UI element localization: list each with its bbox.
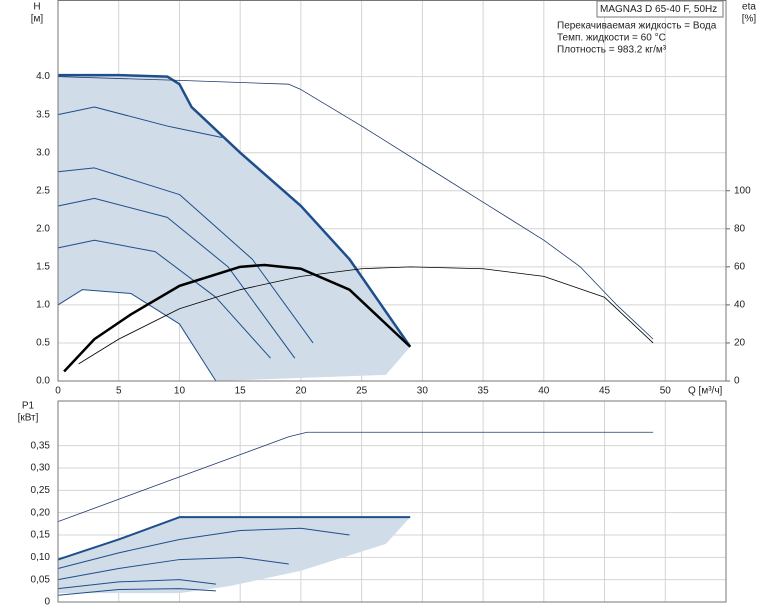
y-tick-label: 0,35 xyxy=(31,440,51,451)
y-tick-label: 0,20 xyxy=(31,507,51,518)
y-tick-label: 0.0 xyxy=(36,376,50,387)
curve xyxy=(57,588,216,596)
x-tick-label: 15 xyxy=(235,386,247,397)
operating-area xyxy=(58,75,411,381)
x-tick-label: 5 xyxy=(116,386,122,397)
y2-tick-label: 40 xyxy=(734,300,746,311)
y-tick-label: 3.5 xyxy=(36,109,50,120)
x-tick-label: 50 xyxy=(660,386,672,397)
x-tick-label: 40 xyxy=(538,386,550,397)
x-tick-label: 20 xyxy=(295,386,307,397)
x-axis-label: Q [м³/ч] xyxy=(688,386,723,397)
y-tick-label: 4.0 xyxy=(36,71,50,82)
curve xyxy=(57,239,271,359)
y-tick-label: 0,25 xyxy=(31,485,51,496)
y2-tick-label: 20 xyxy=(734,338,746,349)
info-box-text: MAGNA3 D 65-40 F, 50Hz xyxy=(600,4,717,15)
y-tick-label: 2.0 xyxy=(36,223,50,234)
annotation: Темп. жидкости = 60 °C xyxy=(557,33,666,44)
x-tick-label: 35 xyxy=(478,386,490,397)
y-axis-label: [м] xyxy=(31,14,44,25)
y-tick-label: 0,15 xyxy=(31,530,51,541)
curve xyxy=(57,167,314,344)
y-tick-label: 0.5 xyxy=(36,338,50,349)
y-axis-label: [кВт] xyxy=(18,413,39,424)
y-tick-label: 3.0 xyxy=(36,147,50,158)
y-tick-label: 0,05 xyxy=(31,574,51,585)
y2-tick-label: 100 xyxy=(734,185,751,196)
y2-tick-label: 60 xyxy=(734,261,746,272)
info-box xyxy=(596,0,724,18)
curve xyxy=(63,263,412,373)
x-tick-label: 0 xyxy=(55,386,61,397)
y2-axis-label: [%] xyxy=(742,14,757,25)
y-tick-label: 0,30 xyxy=(31,463,51,474)
curve xyxy=(57,76,654,340)
y-tick-label: 0 xyxy=(44,597,50,608)
curve xyxy=(58,73,412,348)
y-tick-label: 1.5 xyxy=(36,261,50,272)
annotation: Плотность = 983.2 кг/м³ xyxy=(557,45,667,56)
curve xyxy=(57,516,411,561)
y-axis-label: P1 xyxy=(22,401,35,412)
plot-frame xyxy=(57,400,727,603)
y2-axis-label: eta xyxy=(742,2,756,13)
operating-area xyxy=(58,517,411,594)
plot-frame xyxy=(57,0,727,382)
y2-tick-label: 80 xyxy=(734,223,746,234)
curve xyxy=(57,289,217,382)
x-tick-label: 30 xyxy=(417,386,429,397)
y-tick-label: 0,10 xyxy=(31,552,51,563)
x-tick-label: 10 xyxy=(174,386,186,397)
curve xyxy=(78,266,654,365)
y2-tick-label: 0 xyxy=(734,376,740,387)
y-axis-label: H xyxy=(33,2,40,13)
y-tick-label: 2.5 xyxy=(36,185,50,196)
x-tick-label: 45 xyxy=(599,386,611,397)
x-tick-label: 25 xyxy=(356,386,368,397)
curve xyxy=(57,431,654,522)
annotation: Перекачиваемая жидкость = Вода xyxy=(557,21,717,32)
curve xyxy=(57,579,216,590)
curve xyxy=(57,556,289,581)
y-tick-label: 1.0 xyxy=(36,300,50,311)
curve xyxy=(57,527,350,569)
curve xyxy=(57,106,223,138)
curve xyxy=(57,197,296,359)
